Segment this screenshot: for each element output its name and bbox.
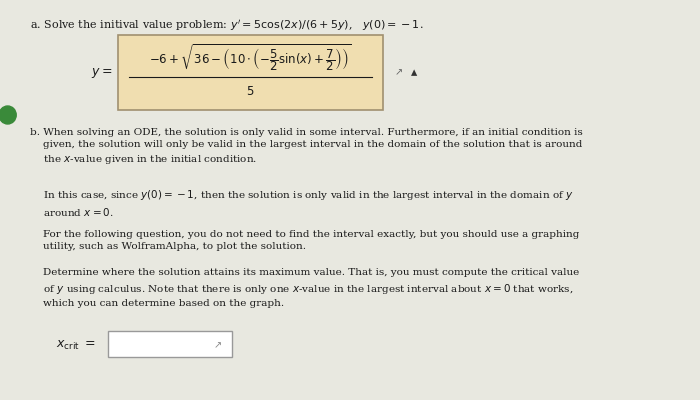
Text: $-6 + \sqrt{36 - \left(10 \cdot \left(-\dfrac{5}{2}\sin(x) + \dfrac{7}{2}\right): $-6 + \sqrt{36 - \left(10 \cdot \left(-\… <box>149 42 352 73</box>
Text: $y = $: $y = $ <box>90 66 112 80</box>
Bar <box>118 35 384 110</box>
Text: $x_{\rm crit}$ $=$: $x_{\rm crit}$ $=$ <box>56 338 96 352</box>
Text: Determine where the solution attains its maximum value. That is, you must comput: Determine where the solution attains its… <box>30 268 580 308</box>
Bar <box>108 331 232 357</box>
Text: $5$: $5$ <box>246 85 255 98</box>
Text: $\blacktriangle$: $\blacktriangle$ <box>410 66 418 79</box>
Text: For the following question, you do not need to find the interval exactly, but yo: For the following question, you do not n… <box>30 230 580 251</box>
Text: In this case, since $y(0) = -1$, then the solution is only valid in the largest : In this case, since $y(0) = -1$, then th… <box>30 188 574 218</box>
Text: $\nearrow$: $\nearrow$ <box>212 340 223 350</box>
Text: a. Solve the initival value problem: $y' = 5\cos(2x)/(6 + 5y)$,   $y(0) = -1$.: a. Solve the initival value problem: $y'… <box>30 18 424 33</box>
Text: b. When solving an ODE, the solution is only valid in some interval. Furthermore: b. When solving an ODE, the solution is … <box>30 128 583 166</box>
Text: $\nearrow$: $\nearrow$ <box>393 68 404 78</box>
Circle shape <box>0 106 16 124</box>
